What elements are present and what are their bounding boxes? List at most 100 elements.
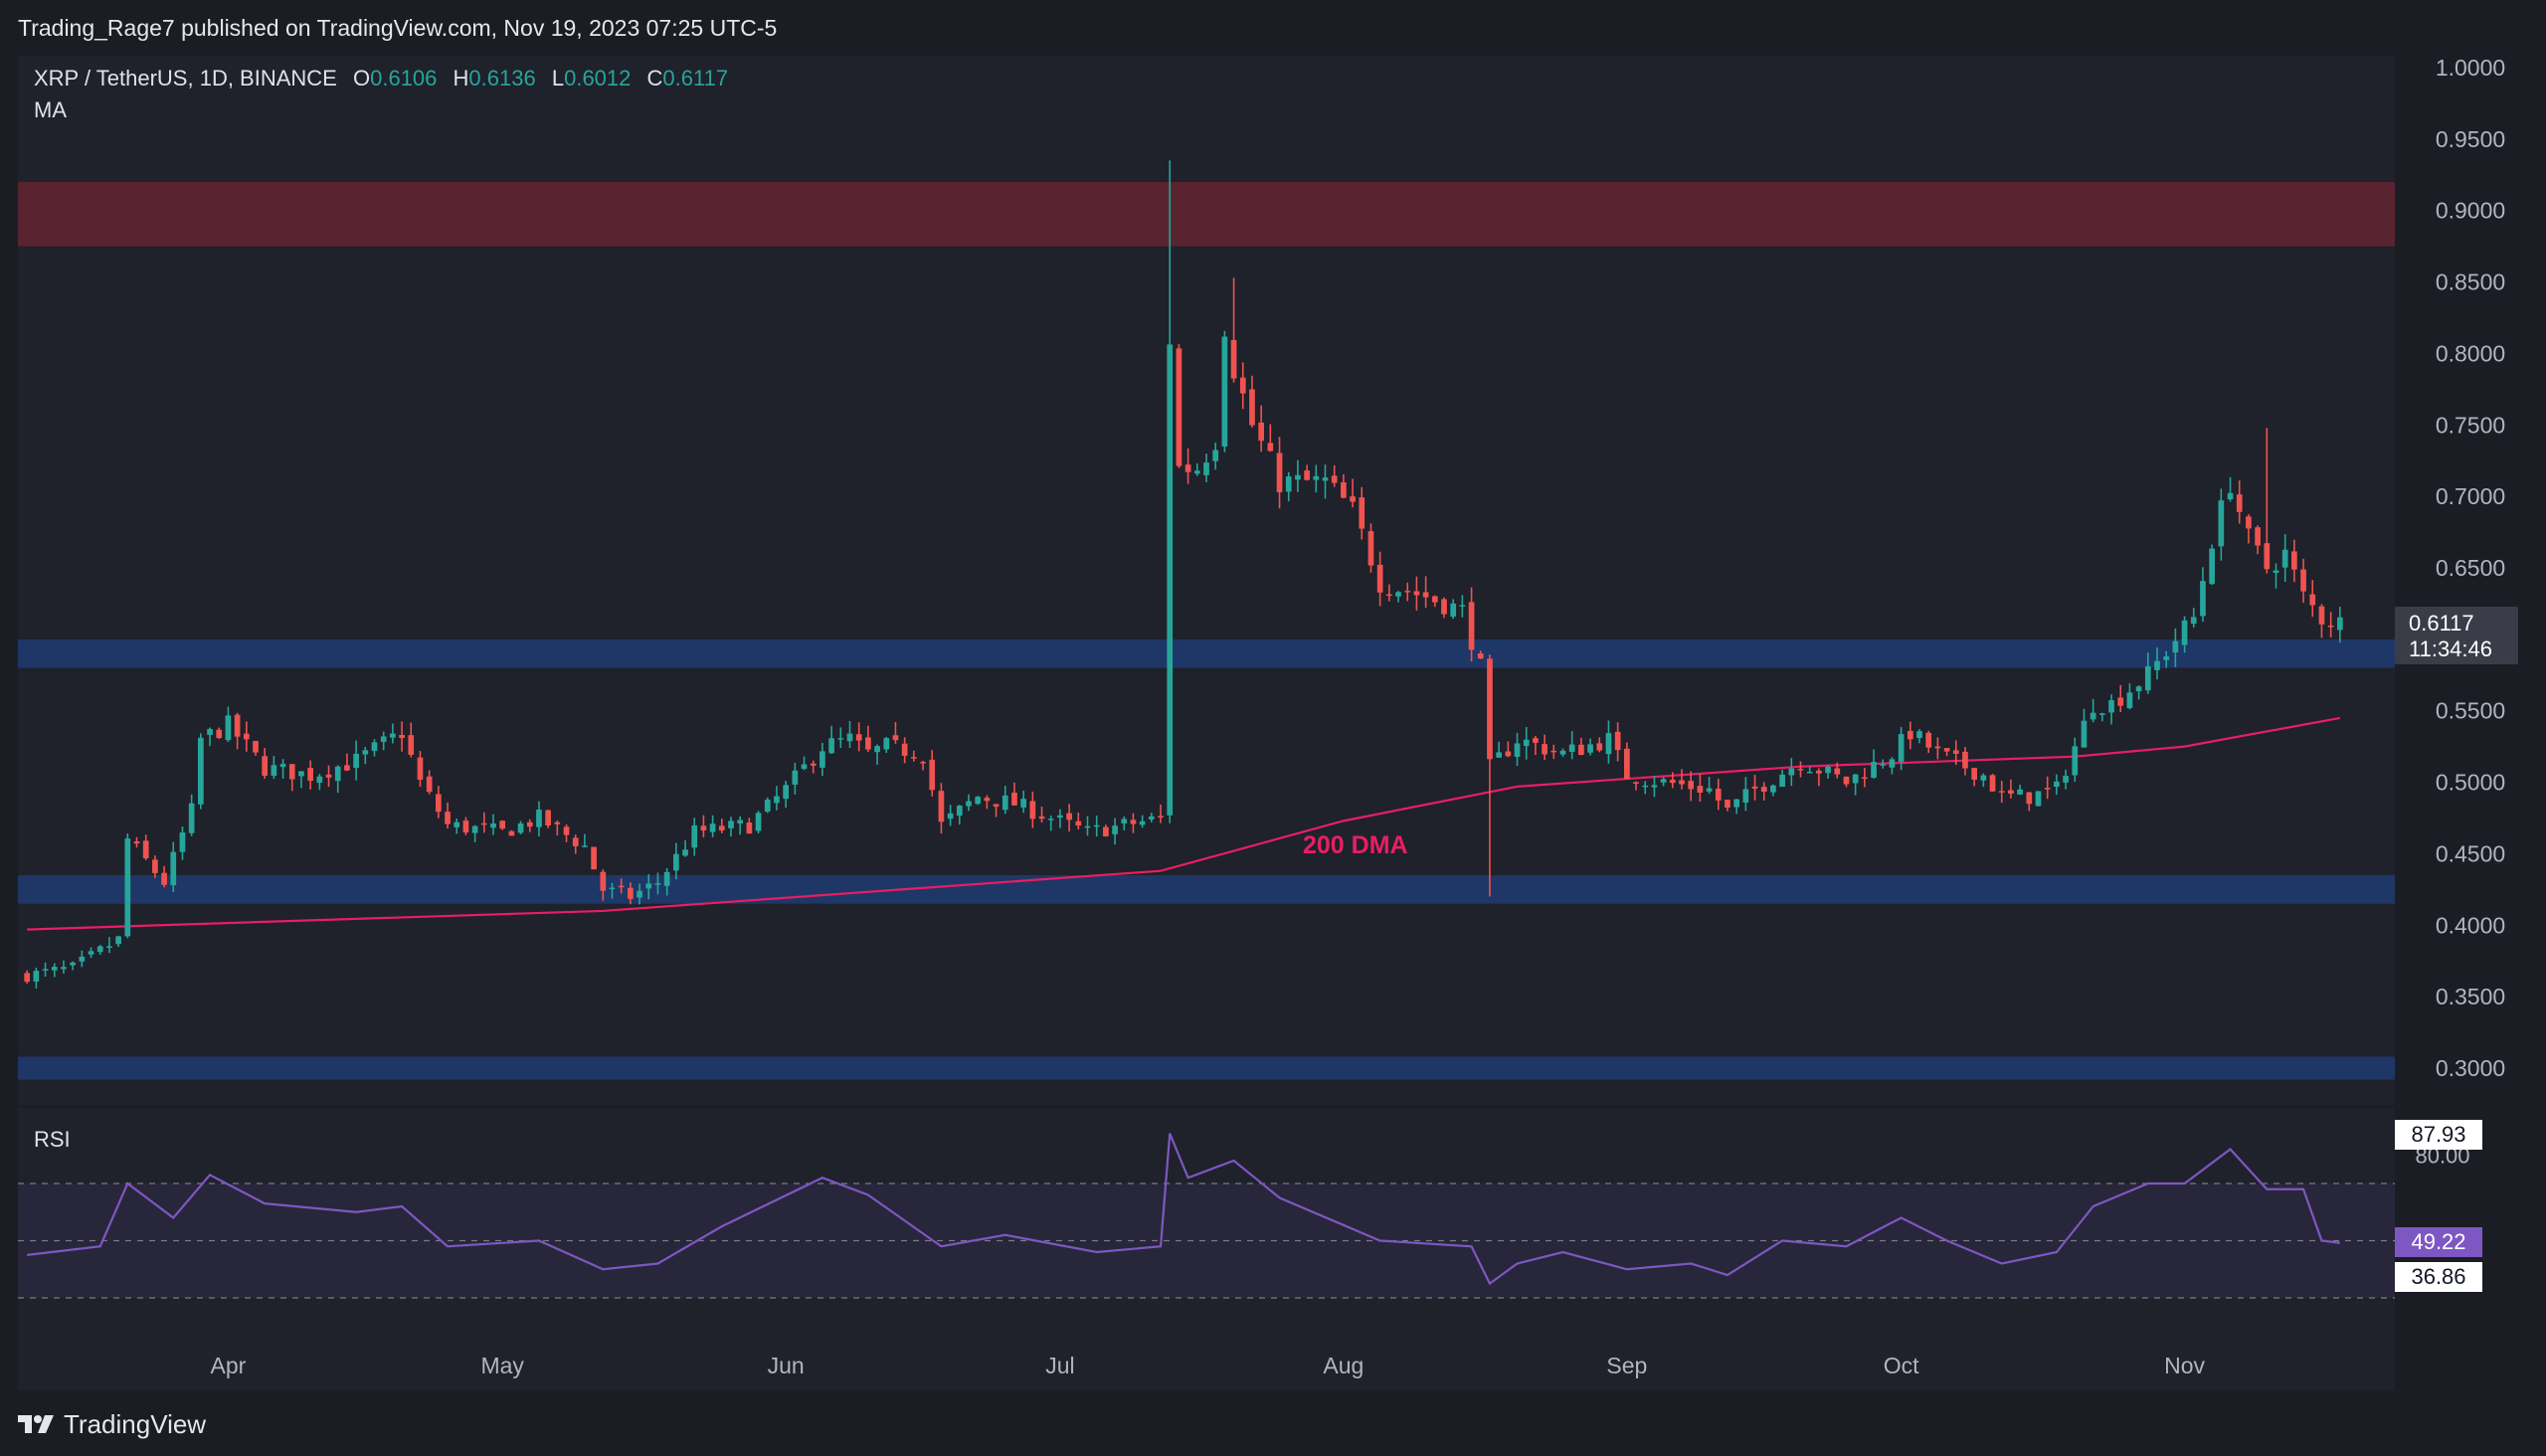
candle-body (390, 733, 396, 738)
candle-body (938, 791, 945, 822)
candle-body (2098, 713, 2105, 715)
candle-body (2026, 792, 2033, 805)
candle-body (1596, 743, 1603, 751)
candle-body (1725, 800, 1730, 809)
candle-body (1962, 751, 1968, 769)
candle-body (1925, 732, 1932, 748)
candle-body (2236, 494, 2243, 512)
candle-body (279, 764, 286, 768)
price-tick-label: 0.9000 (2436, 198, 2505, 224)
candle-body (874, 746, 880, 753)
candle-body (2246, 516, 2252, 529)
last-price: 0.6117 (2409, 611, 2474, 636)
rsi-low-badge: 36.86 (2395, 1262, 2482, 1292)
candle-body (1697, 786, 1704, 793)
candle-body (417, 757, 424, 780)
time-tick-label: Jul (1045, 1353, 1074, 1378)
candle-body (1788, 768, 1795, 776)
candle-body (1047, 819, 1054, 820)
low-key: L (551, 66, 565, 91)
candle-body (1496, 752, 1503, 758)
candle-body (1505, 751, 1512, 757)
candle-body (1971, 768, 1978, 780)
candle-body (1249, 389, 1255, 426)
candle-body (837, 738, 844, 740)
candle-body (1660, 779, 1667, 783)
candle-body (883, 738, 890, 750)
candle-body (1806, 772, 1813, 774)
candle-body (88, 951, 94, 955)
candle-body (1038, 816, 1045, 819)
candle-body (1834, 768, 1841, 775)
candle-body (334, 766, 341, 782)
candle-body (582, 845, 588, 847)
candle-body (353, 753, 359, 769)
candle-body (408, 735, 415, 755)
candle-body (1614, 731, 1621, 751)
candle-body (2327, 625, 2334, 628)
candle-body (1322, 477, 1329, 481)
candle-body (1295, 474, 1301, 480)
ma-indicator-label[interactable]: MA (34, 97, 67, 122)
candle-body (572, 837, 579, 846)
candle-body (1578, 744, 1584, 756)
candle-body (993, 804, 1000, 808)
candles (24, 160, 2343, 989)
time-axis[interactable]: Apr May Jun Jul Aug Sep Oct Nov (211, 1353, 2206, 1378)
candle-body (1139, 820, 1146, 825)
price-tick-label: 0.7500 (2436, 412, 2505, 438)
rsi-band (18, 1183, 2395, 1299)
candle-body (1688, 781, 1695, 790)
candle-body (737, 819, 744, 823)
candle-body (1861, 777, 1868, 779)
candle-body (2090, 712, 2096, 720)
candle-body (1267, 443, 1274, 452)
candle-body (1112, 825, 1118, 834)
candle-body (2017, 789, 2023, 795)
candle-body (1642, 785, 1649, 788)
candle-body (1057, 815, 1063, 818)
candle-body (2117, 697, 2124, 706)
rsi-indicator-label[interactable]: RSI (34, 1127, 71, 1152)
candle-body (170, 851, 177, 886)
candle-body (1943, 748, 1950, 752)
tradingview-logo[interactable]: TradingView (18, 1409, 206, 1440)
time-tick-label: Jun (768, 1353, 805, 1378)
candle-body (2108, 700, 2114, 713)
time-tick-label: Sep (1606, 1353, 1647, 1378)
candle-body (1952, 750, 1959, 754)
resistance-zone-0 (18, 181, 2395, 247)
candle-body (445, 812, 451, 824)
bar-countdown: 11:34:46 (2409, 637, 2493, 661)
price-tick-label: 0.9500 (2436, 126, 2505, 152)
price-axis[interactable]: 1.0000 0.9500 0.9000 0.8500 0.8000 0.7500 0.70… (2436, 55, 2505, 1081)
candle-body (2218, 500, 2225, 547)
candle-body (1304, 470, 1310, 480)
candle-body (142, 840, 149, 858)
candle-body (1313, 475, 1320, 480)
candle-body (79, 956, 86, 962)
candle-body (1550, 750, 1557, 753)
candle-body (1230, 339, 1237, 379)
candle-body (2190, 617, 2197, 625)
rsi-current-badge: 49.22 (2395, 1227, 2482, 1257)
candle-body (2144, 665, 2151, 691)
candle-body (197, 737, 204, 805)
candle-body (600, 871, 607, 891)
candle-body (1760, 787, 1767, 792)
candle-body (1184, 464, 1191, 472)
support-zone-2 (18, 874, 2395, 904)
ticker-legend[interactable]: XRP / TetherUS, 1D, BINANCE O0.6106 H0.6… (34, 66, 728, 91)
candle-body (325, 774, 332, 778)
candle-body (682, 849, 688, 856)
candle-body (1825, 766, 1831, 774)
price-tick-label: 1.0000 (2436, 55, 2505, 81)
candle-body (1011, 792, 1017, 806)
candle-body (2300, 569, 2306, 592)
candle-body (1816, 770, 1822, 774)
close-key: C (646, 66, 663, 91)
candle-body (636, 890, 642, 898)
candle-body (471, 825, 478, 833)
candle-body (975, 797, 982, 805)
